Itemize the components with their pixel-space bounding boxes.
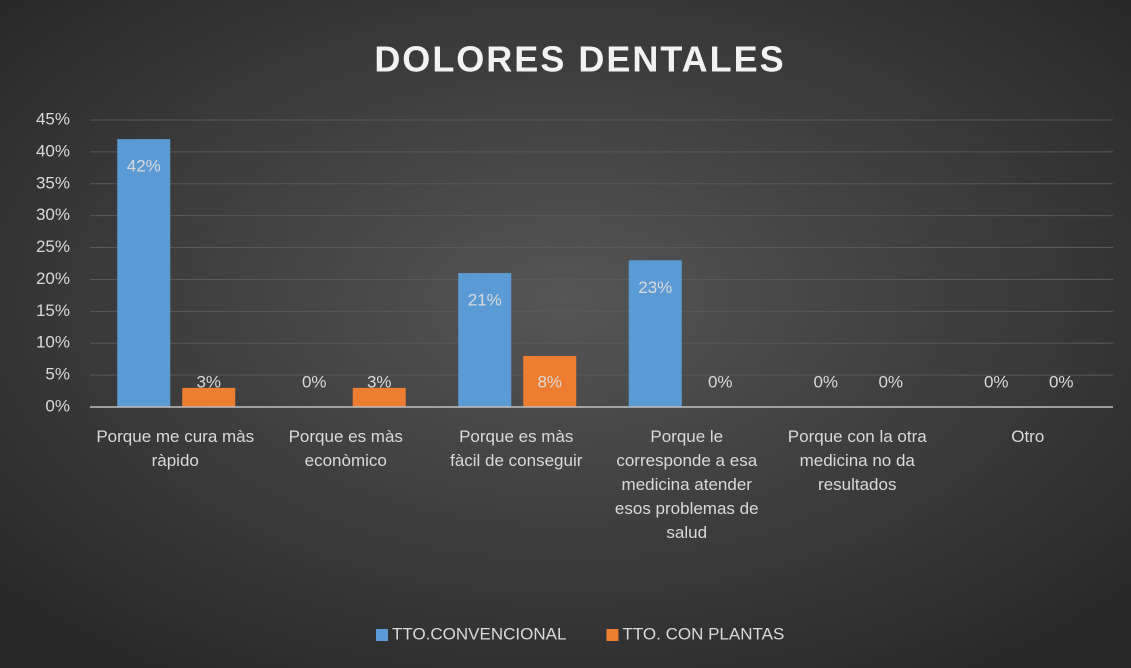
x-tick-label: Porque le corresponde a esa medicina atend… [615, 427, 759, 542]
legend-label: TTO. CON PLANTAS [622, 624, 784, 643]
x-tick-line: Porque es màs [459, 427, 573, 446]
bar [182, 387, 236, 407]
x-tick-line: fàcil de conseguir [450, 451, 583, 470]
x-tick-label: Otro [1011, 427, 1044, 446]
x-tick-line: Porque le [650, 427, 723, 446]
data-label: 0% [708, 372, 733, 391]
data-label: 3% [196, 372, 221, 391]
x-tick-line: medicina no da [800, 451, 916, 470]
y-tick-label: 25% [36, 237, 70, 256]
data-label: 21% [468, 291, 502, 310]
legend-swatch [606, 629, 619, 641]
legend-swatch [376, 629, 388, 641]
data-label: 23% [638, 278, 672, 297]
x-tick-line: corresponde a esa [616, 451, 757, 470]
data-label: 42% [127, 157, 161, 176]
y-tick-label: 10% [36, 333, 70, 352]
x-tick-line: medicina atender [622, 475, 753, 494]
bar [352, 387, 406, 407]
y-tick-label: 35% [36, 173, 70, 192]
y-tick-label: 40% [36, 141, 70, 160]
y-tick-label: 45% [36, 109, 70, 128]
y-tick-label: 5% [45, 365, 70, 384]
data-label: 0% [878, 372, 903, 391]
data-label: 3% [367, 372, 392, 391]
data-label: 0% [302, 372, 327, 391]
legend-label: TTO.CONVENCIONAL [392, 624, 566, 643]
bar [458, 273, 512, 407]
y-tick-label: 20% [36, 269, 70, 288]
x-tick-label: Porque me cura màs ràpido [96, 427, 254, 470]
x-tick-line: esos problemas de [615, 499, 759, 518]
data-label: 0% [813, 372, 838, 391]
data-label: 8% [537, 372, 562, 391]
x-tick-label: Porque es màs econòmico [289, 427, 403, 470]
x-tick-line: salud [666, 523, 707, 542]
x-tick-label: Porque es màs fàcil de conseguir [450, 427, 583, 470]
bar [523, 355, 577, 407]
y-tick-label: 0% [45, 396, 70, 415]
chart-title: DOLORES DENTALES [374, 39, 785, 80]
bar [117, 139, 171, 407]
y-tick-label: 30% [36, 205, 70, 224]
x-tick-line: resultados [818, 475, 896, 494]
bar [628, 260, 682, 407]
x-tick-line: Porque me cura màs [96, 427, 254, 446]
x-tick-line: econòmico [305, 451, 387, 470]
x-tick-line: Porque es màs [289, 427, 403, 446]
x-tick-label: Porque con la otra medicina no da resultad… [788, 427, 927, 494]
data-label: 0% [1049, 372, 1074, 391]
x-tick-line: ràpido [152, 451, 199, 470]
data-label: 0% [984, 372, 1009, 391]
x-tick-line: Porque con la otra [788, 427, 927, 446]
y-tick-label: 15% [36, 301, 70, 320]
x-tick-line: Otro [1011, 427, 1044, 446]
